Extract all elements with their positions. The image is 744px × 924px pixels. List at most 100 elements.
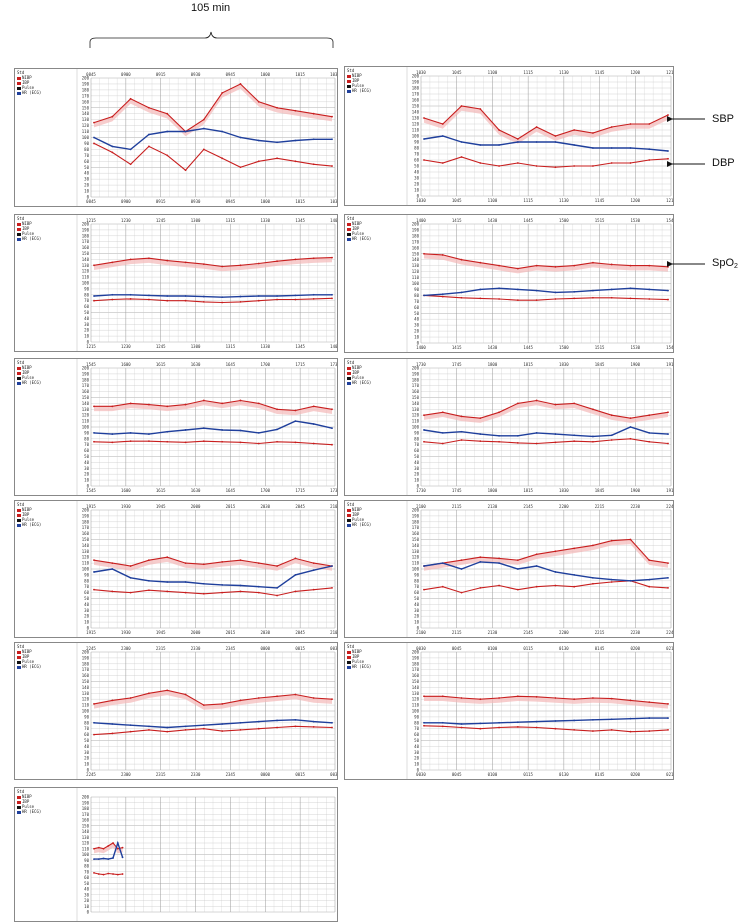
legend-label: Pulse xyxy=(22,659,35,664)
legend-swatch xyxy=(17,227,21,231)
x-tick-label: 1400 xyxy=(330,344,337,349)
legend-label: Pulse xyxy=(352,375,365,380)
x-tick-label: 1215 xyxy=(666,70,673,75)
y-tick-label: 140 xyxy=(82,829,90,834)
x-tick-label: 1545 xyxy=(86,488,96,493)
x-tick-label: 1715 xyxy=(295,488,305,493)
x-tick-label: 1730 xyxy=(330,362,337,367)
hr-series-point xyxy=(479,722,482,725)
x-tick-label: 1315 xyxy=(226,344,236,349)
legend-swatch xyxy=(17,232,21,236)
y-tick-label: 20 xyxy=(414,614,419,619)
y-tick-label: 200 xyxy=(82,76,90,81)
sbp-series-point xyxy=(129,565,132,567)
hr-series-point xyxy=(648,288,651,291)
y-tick-label: 30 xyxy=(84,177,89,182)
hr-series-point xyxy=(111,568,114,570)
hr-series-point xyxy=(276,295,278,297)
x-tick-label: 1230 xyxy=(121,344,131,349)
sbp-series-point xyxy=(111,699,114,702)
sbp-series-point xyxy=(441,254,444,256)
x-tick-label: 1915 xyxy=(86,630,96,635)
x-tick-label: 1845 xyxy=(595,488,605,493)
y-tick-label: 10 xyxy=(84,762,89,767)
y-tick-label: 80 xyxy=(414,146,419,151)
sbp-series-point xyxy=(610,126,613,128)
legend-label: NIBP xyxy=(352,73,362,78)
chart-panel: 0 10 20 30 40 50 60 70 80 90 100 110 120 130 140 150 160… xyxy=(14,787,338,922)
x-tick-label: 1600 xyxy=(121,362,131,367)
x-tick-label: 1115 xyxy=(523,198,533,203)
dbp-series-point xyxy=(239,166,242,169)
y-tick-label: 90 xyxy=(84,714,89,719)
legend-swatch xyxy=(17,513,21,517)
dbp-series-point xyxy=(610,439,613,441)
y-tick-label: 110 xyxy=(82,129,90,134)
sbp-series-point xyxy=(423,117,425,119)
hr-series-point xyxy=(116,842,119,844)
y-tick-label: 160 xyxy=(82,99,90,104)
dbp-series-point xyxy=(460,156,463,158)
sbp-series-point xyxy=(111,115,114,118)
y-tick-label: 110 xyxy=(412,275,420,280)
y-tick-label: 70 xyxy=(414,442,419,447)
y-tick-label: 30 xyxy=(84,466,89,471)
hr-series-point xyxy=(93,571,95,573)
dbp-series-point xyxy=(629,730,632,733)
y-tick-label: 40 xyxy=(414,317,419,322)
y-tick-label: 80 xyxy=(84,292,89,297)
y-tick-label: 190 xyxy=(412,80,420,85)
legend-swatch xyxy=(347,232,351,236)
hr-series xyxy=(423,426,669,438)
sbp-series-point xyxy=(184,693,187,696)
y-tick-label: 70 xyxy=(84,298,89,303)
x-tick-label: 0030 xyxy=(416,772,426,777)
hr-series-point xyxy=(535,565,538,567)
y-tick-label: 120 xyxy=(412,555,420,560)
dbp-series-point xyxy=(331,297,333,300)
sbp-series-point xyxy=(498,264,500,267)
dbp-series xyxy=(423,438,669,445)
sbp-series-point xyxy=(129,258,132,261)
hr-series-point xyxy=(221,584,224,586)
hr-series-point xyxy=(166,130,169,133)
hr-series-point xyxy=(221,130,224,133)
y-tick-label: 130 xyxy=(82,117,90,122)
sbp-series-point xyxy=(629,264,632,267)
y-tick-label: 100 xyxy=(412,709,420,714)
legend: Std NIBP IBP Pulse HR (ECG) xyxy=(347,644,371,669)
x-tick-label: 2245 xyxy=(86,772,96,777)
y-tick-label: 50 xyxy=(414,311,419,316)
y-tick-label: 80 xyxy=(84,864,89,869)
dbp-series-point xyxy=(239,300,242,303)
y-tick-label: 40 xyxy=(84,460,89,465)
legend-label: NIBP xyxy=(22,75,32,80)
dbp-series-point xyxy=(629,437,632,440)
sbp-series xyxy=(93,257,333,268)
y-tick-label: 150 xyxy=(412,537,420,542)
dbp-series xyxy=(93,587,333,597)
x-tick-label: 1445 xyxy=(523,218,533,223)
legend-item: NIBP xyxy=(347,649,371,654)
sbp-band xyxy=(94,843,123,854)
hr-series-point xyxy=(667,576,669,579)
y-tick-label: 110 xyxy=(412,561,420,566)
legend-label: Pulse xyxy=(22,375,35,380)
x-tick-label: 1345 xyxy=(295,218,305,223)
x-tick-label: 2345 xyxy=(226,646,236,651)
legend-item: Pulse xyxy=(17,804,41,809)
y-tick-label: 60 xyxy=(84,875,89,880)
x-tick-label: 1300 xyxy=(191,218,201,223)
x-tick-label: 2245 xyxy=(666,630,673,635)
y-tick-label: 10 xyxy=(84,478,89,483)
legend-swatch xyxy=(17,91,21,95)
legend-swatch xyxy=(347,381,351,385)
y-tick-label: 60 xyxy=(414,448,419,453)
hr-series xyxy=(93,420,333,435)
chart-panel: 0 10 20 30 40 50 60 70 80 90 100 110 120 130 140 150 160… xyxy=(344,66,674,206)
sbp-series-point xyxy=(202,118,205,121)
sbp-series-point xyxy=(239,399,242,402)
hr-series-point xyxy=(441,293,444,296)
hr-series-point xyxy=(202,427,205,430)
y-tick-label: 160 xyxy=(82,245,90,250)
